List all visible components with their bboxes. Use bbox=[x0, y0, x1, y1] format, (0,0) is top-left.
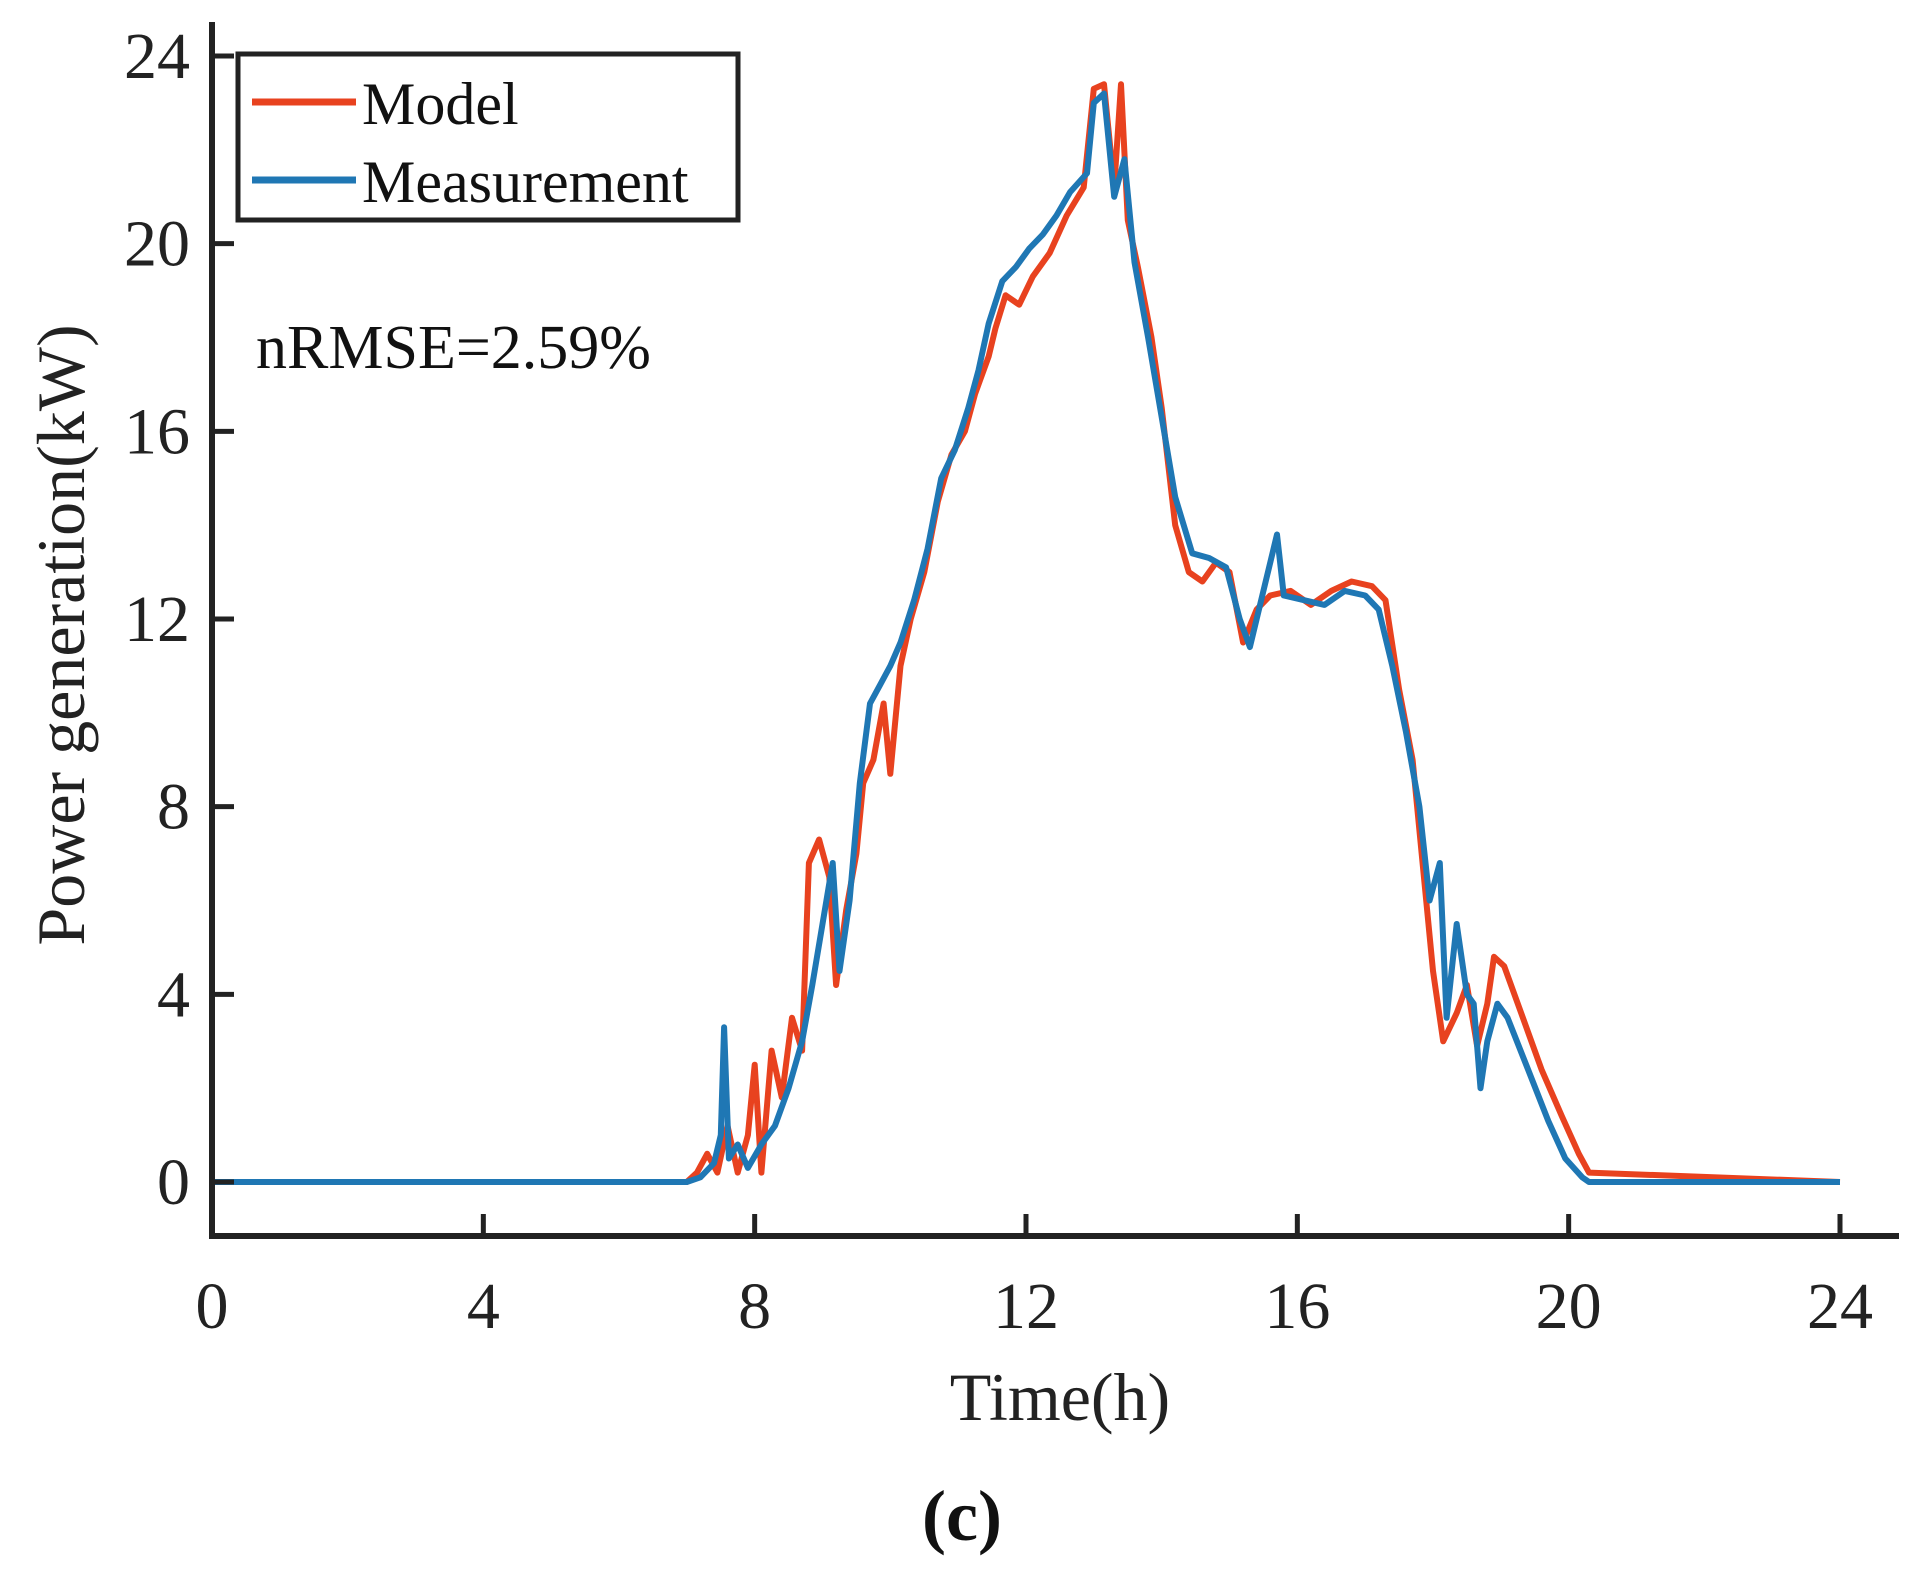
y-tick-label: 16 bbox=[124, 395, 190, 468]
nrmse-annotation: nRMSE=2.59% bbox=[256, 314, 651, 382]
axis-tick-labels: 0 4 8 12 16 20 24 0 4 8 12 16 20 24 bbox=[124, 20, 1873, 1343]
panel-label: (c) bbox=[922, 1476, 1002, 1556]
y-tick-label: 0 bbox=[157, 1146, 190, 1219]
x-tick-label: 0 bbox=[196, 1270, 229, 1343]
legend-model-label: Model bbox=[362, 71, 519, 137]
y-tick-label: 24 bbox=[124, 20, 190, 93]
plot-lines bbox=[212, 81, 1841, 1185]
x-tick-label: 20 bbox=[1536, 1270, 1602, 1343]
x-tick-label: 24 bbox=[1807, 1270, 1873, 1343]
x-axis-title: Time(h) bbox=[950, 1359, 1170, 1435]
legend: Model Measurement bbox=[235, 51, 741, 223]
x-tick-label: 12 bbox=[993, 1270, 1059, 1343]
y-tick-label: 12 bbox=[124, 583, 190, 656]
y-tick-label: 20 bbox=[124, 208, 190, 281]
axis-ticks bbox=[209, 53, 1843, 1236]
y-tick-label: 4 bbox=[157, 958, 190, 1031]
x-tick-label: 4 bbox=[467, 1270, 500, 1343]
series-line-measurement bbox=[212, 90, 1840, 1185]
x-tick-label: 16 bbox=[1264, 1270, 1330, 1343]
x-tick-label: 8 bbox=[738, 1270, 771, 1343]
legend-box bbox=[235, 51, 741, 223]
y-axis-title: Power generation(kW) bbox=[23, 324, 99, 945]
y-tick-label: 8 bbox=[157, 771, 190, 844]
legend-measurement-label: Measurement bbox=[362, 149, 689, 215]
